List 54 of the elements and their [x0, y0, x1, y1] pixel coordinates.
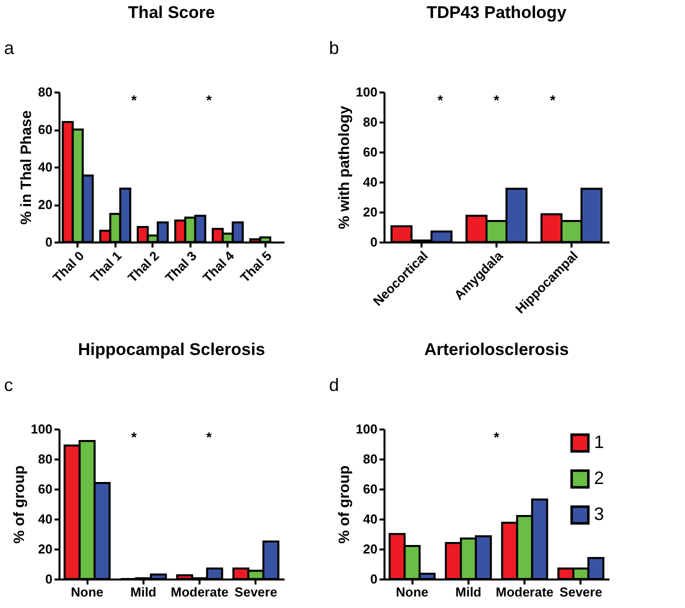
y-tick-label: 20 [363, 204, 378, 220]
text: a [4, 38, 15, 58]
annotation: * [494, 429, 500, 445]
annotation: * [550, 92, 556, 108]
y-tick-label: 0 [370, 572, 378, 586]
y-tick-label: 0 [45, 234, 52, 250]
y-tick-label: 100 [30, 422, 52, 436]
y-tick-label: 60 [363, 144, 378, 160]
text: d [329, 375, 340, 395]
legend-label: 2 [594, 468, 604, 488]
annotation: * [494, 92, 500, 108]
y-tick-label: 20 [363, 542, 378, 556]
y-tick-label: 40 [363, 174, 378, 190]
annotation: * [438, 92, 444, 108]
y-tick-label: 40 [363, 512, 378, 526]
x-tick-label: Severe [560, 584, 602, 600]
x-tick-label: Severe [234, 584, 278, 600]
x-tick-label: Moderate [170, 584, 229, 600]
chart-title: Hippocampal Sclerosis [78, 340, 266, 359]
y-tick-label: 80 [363, 452, 378, 466]
chart-title: TDP43 Pathology [426, 3, 567, 22]
y-tick-label: 40 [38, 160, 52, 174]
y-tick-label: 100 [356, 84, 378, 100]
y-tick-label: 20 [38, 542, 52, 556]
y-axis-title: % in Thal Phase [18, 110, 36, 225]
y-axis-title: % of group [10, 465, 28, 544]
chart-title: Thal Score [128, 3, 215, 22]
y-tick-label: 60 [38, 122, 52, 137]
y-tick-label: 0 [45, 572, 52, 586]
legend-label: 3 [594, 504, 604, 524]
y-tick-label: 80 [38, 452, 52, 466]
text: c [4, 375, 13, 395]
x-tick-label: Mild [130, 584, 156, 600]
x-tick-label: Mild [455, 584, 482, 600]
annotation: * [131, 429, 138, 445]
annotation: * [206, 92, 212, 108]
y-tick-label: 60 [363, 482, 378, 496]
y-tick-label: 100 [356, 422, 378, 436]
chart-title: Arteriolosclerosis [424, 340, 569, 359]
y-tick-label: 80 [38, 84, 52, 100]
legend-label: 1 [594, 432, 604, 452]
x-tick-label: None [70, 584, 104, 600]
annotation: * [206, 429, 212, 445]
y-tick-label: 80 [363, 114, 378, 130]
y-tick-label: 60 [38, 482, 52, 496]
y-axis-title: % of group [336, 465, 353, 544]
y-tick-label: 0 [370, 234, 378, 250]
y-tick-label: 20 [38, 197, 52, 212]
y-axis-title: % with pathology [336, 105, 353, 230]
y-tick-label: 40 [38, 512, 52, 526]
text: b [329, 38, 340, 58]
x-tick-label: None [396, 584, 428, 600]
annotation: * [131, 92, 138, 108]
x-tick-label: Moderate [496, 584, 554, 600]
